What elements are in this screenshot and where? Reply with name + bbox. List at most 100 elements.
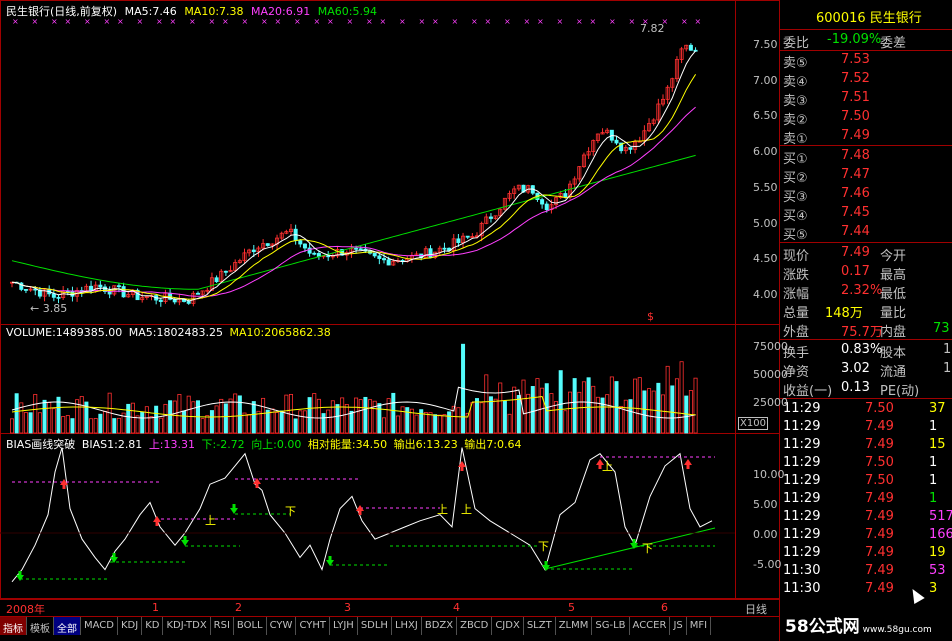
candle-body [214,277,219,283]
period-label[interactable]: 日线 [745,603,767,616]
tab-zbcd[interactable]: ZBCD [457,617,493,635]
tab-boll[interactable]: BOLL [234,617,267,635]
candle-body [623,147,628,152]
volume-bar [354,397,359,434]
candle-body [51,293,56,298]
candle-body [600,132,605,135]
candle-body [251,249,256,253]
bias-ytick: 5.00 [753,498,778,511]
volume-bar [42,399,47,434]
tab-mfi[interactable]: MFI [687,617,712,635]
tab-模板[interactable]: 模板 [27,617,54,635]
candle-body [233,262,238,271]
stat-label: 涨跌 [783,268,810,283]
signal-x-mark: × [170,17,177,26]
candle-body [354,247,359,250]
volume-bar [572,378,577,434]
volume-bar [261,397,266,434]
ma20-line [11,106,696,297]
bias-up-arrow-icon-stem [255,484,259,488]
candle-body [461,235,466,243]
candle-body [465,235,470,238]
tab-sdlh[interactable]: SDLH [358,617,392,635]
stat-label-right: 今开 [880,249,907,264]
tab-rsi[interactable]: RSI [211,617,234,635]
volume-bar [344,404,349,434]
volume-bar [237,395,242,434]
tab-lyjh[interactable]: LYJH [330,617,358,635]
bias-name: BIAS画线突破 [6,438,76,451]
dollar-marker: $ [647,310,654,323]
tab-accer[interactable]: ACCER [630,617,671,635]
volume-bar [586,377,591,434]
candle-body [423,248,428,258]
tab-sg-lb[interactable]: SG-LB [592,617,630,635]
ask-label: 卖② [783,113,808,128]
volume-bar [135,415,140,434]
ask-price: 7.52 [841,71,870,86]
tick-price: 7.49 [865,509,894,524]
kline-chart[interactable]: × × × × × × × × × × × × × × × × × × × × × × × × × × × × × × × × × × × × × × × × [0,0,780,616]
tab-cyht[interactable]: CYHT [296,617,330,635]
tab-kdj[interactable]: KDJ [118,617,143,635]
volume-bar [163,403,168,434]
volume-bar [37,412,42,434]
candle-body [205,289,210,292]
tab-指标[interactable]: 指标 [0,617,27,635]
bid-price: 7.44 [841,224,870,239]
bias-up-arrow-icon-stem [598,465,602,469]
bias-mark-up-4: 上 [602,460,613,473]
candle-body [563,193,568,198]
bias-mark-up-2: 上 [437,503,448,516]
x-label-4: 4 [453,601,460,614]
volume-bar [284,394,289,434]
candle-body [661,98,666,105]
bias-mark-down-1: 下 [285,505,296,518]
volume-bar [437,414,442,434]
candle-body [223,270,228,273]
bias-mark-up-3: 上 [461,503,472,516]
candle-body [284,231,289,234]
volume-bar [563,410,568,434]
volume-bar [693,377,698,434]
tab-kd[interactable]: KD [142,617,164,635]
candle-body [433,251,438,258]
volume-bar [121,412,126,434]
tab-kdj-tdx[interactable]: KDJ-TDX [163,617,211,635]
tab-zlmm[interactable]: ZLMM [556,617,593,635]
volume-bar [493,398,498,434]
signal-x-mark: × [32,17,39,26]
volume-bar [51,408,56,434]
tab-lhxj[interactable]: LHXJ [392,617,422,635]
tab-全部[interactable]: 全部 [54,617,81,635]
high-price-label: 7.82 [640,22,665,35]
tick-volume: 1 [929,419,938,434]
tick-time: 11:29 [783,527,821,542]
ma5-line [11,50,696,302]
bid-label: 买② [783,171,808,186]
volume-bar [279,410,284,434]
tab-slzt[interactable]: SLZT [524,617,556,635]
tab-cyw[interactable]: CYW [267,617,297,635]
stock-code: 600016 [816,11,866,26]
candle-body [298,240,303,245]
ask-label: 卖① [783,132,808,147]
tab-macd[interactable]: MACD [81,617,118,635]
volume-bar [498,382,503,434]
volume-bar [358,399,363,434]
volume-bar [275,412,280,434]
tab-js[interactable]: JS [670,617,687,635]
tick-price: 7.50 [865,401,894,416]
tab-bdzx[interactable]: BDZX [422,617,458,635]
tick-time: 11:29 [783,455,821,470]
tab-cjdx[interactable]: CJDX [492,617,524,635]
candle-body [451,238,456,251]
volume-bar [265,409,270,434]
ask-label: 卖⑤ [783,56,808,71]
volume-bar [386,398,391,434]
candle-body [595,133,600,141]
signal-x-mark: × [137,17,144,26]
signal-x-mark: × [117,17,124,26]
bias-up-arrow-icon-stem [686,465,690,469]
volume-bar [479,402,484,434]
